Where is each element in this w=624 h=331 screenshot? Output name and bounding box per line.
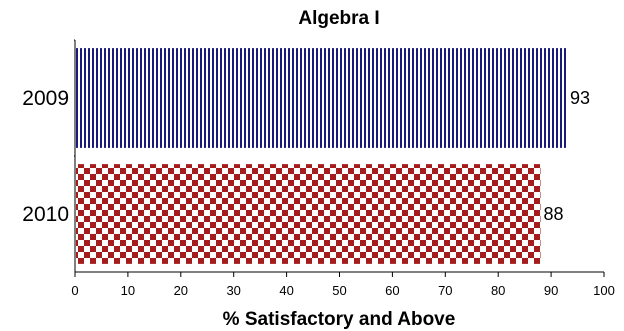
value-label-2009: 93: [570, 88, 590, 108]
category-label-2009: 2009: [22, 87, 69, 110]
x-tick-label-50: 50: [332, 283, 346, 298]
labels-layer: 2009 93 2010 88: [22, 87, 590, 226]
x-tick-label-10: 10: [121, 283, 135, 298]
x-tick-label-70: 70: [438, 283, 452, 298]
x-tick-label-30: 30: [226, 283, 240, 298]
x-axis-title: % Satisfactory and Above: [223, 309, 456, 330]
bar-2009: [76, 48, 567, 148]
x-tick-label-0: 0: [71, 283, 78, 298]
value-label-2010: 88: [544, 204, 564, 224]
bars-layer: [76, 48, 567, 264]
chart-title: Algebra I: [298, 8, 379, 29]
category-label-2010: 2010: [22, 203, 69, 226]
x-tick-label-80: 80: [491, 283, 505, 298]
x-tick-label-20: 20: [174, 283, 188, 298]
bar-2010: [76, 164, 541, 264]
x-tick-label-90: 90: [544, 283, 558, 298]
x-tick-label-60: 60: [385, 283, 399, 298]
ticks-layer: 0 10 20 30 40 50 60 70 80 90 100: [71, 39, 615, 298]
x-tick-label-100: 100: [593, 283, 615, 298]
x-tick-label-40: 40: [279, 283, 293, 298]
